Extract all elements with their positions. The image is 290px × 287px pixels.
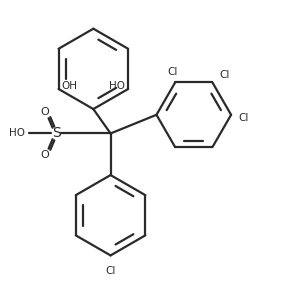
Text: O: O (41, 150, 50, 160)
Text: Cl: Cl (167, 67, 177, 77)
Text: Cl: Cl (105, 266, 116, 276)
Text: HO: HO (9, 128, 25, 138)
Text: S: S (52, 126, 60, 140)
Text: Cl: Cl (238, 113, 249, 123)
Text: OH: OH (61, 81, 77, 91)
Text: Cl: Cl (220, 70, 230, 80)
Text: O: O (41, 107, 50, 117)
Text: HO: HO (109, 81, 125, 91)
